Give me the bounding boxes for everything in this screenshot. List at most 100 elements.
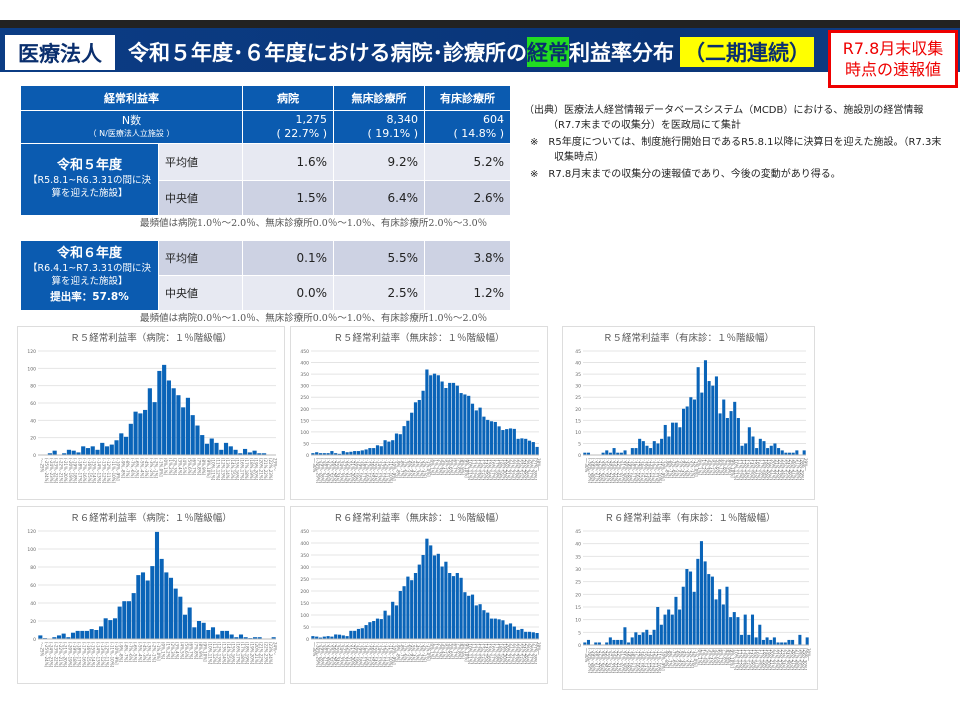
x-tick-label: (19%,20%] xyxy=(766,648,771,671)
x-tick-label: (8%,9%] xyxy=(201,458,206,476)
x-tick-label: (17%,18%] xyxy=(494,642,499,665)
x-tick-label: (-18%,-17%] xyxy=(77,642,82,668)
bar xyxy=(187,607,192,639)
x-tick-label: (-13%,-12%] xyxy=(380,642,385,668)
note-flash: ※ R7.8月末までの収集分の速報値であり、今後の変動があり得る。 xyxy=(530,169,841,180)
x-tick-label: (24%,25%] xyxy=(785,458,790,481)
x-tick-label: (6%,7%] xyxy=(192,458,197,476)
bar xyxy=(729,617,733,645)
bar xyxy=(531,442,535,455)
bar xyxy=(455,573,459,639)
x-tick-label: (28%,29%] xyxy=(800,458,805,481)
x-tick-label: (14%,15%] xyxy=(483,458,488,481)
chart-r5-hospital: Ｒ５経常利益率（病院：１％階級幅） 0 20 40 60 80 100 120 ～-25% (-2… xyxy=(17,326,285,500)
bar xyxy=(176,395,181,455)
x-tick-label: 28%～ xyxy=(536,642,541,655)
bar xyxy=(685,569,689,645)
x-tick-label: (28%,29%] xyxy=(799,648,804,671)
col-header-hospital: 病院 xyxy=(242,85,334,111)
x-tick-label: (4%,5%] xyxy=(179,642,184,660)
x-tick-label: (-27%,-26%] xyxy=(327,458,332,484)
bar xyxy=(478,407,482,455)
bar xyxy=(612,448,616,455)
bar xyxy=(470,403,475,455)
bar xyxy=(138,413,143,455)
bar xyxy=(353,451,357,455)
x-tick-label: (16%,17%] xyxy=(235,642,240,665)
bar xyxy=(80,630,85,639)
r6-med-hospital: 0.0% xyxy=(242,275,334,311)
x-tick-label: (0%,1%] xyxy=(430,642,435,660)
y-tick-label: 100 xyxy=(300,613,309,619)
x-tick-label: (25%,26%] xyxy=(789,458,794,481)
bar xyxy=(597,642,601,645)
x-tick-label: (-30%,-29%] xyxy=(316,458,321,484)
bar xyxy=(47,453,52,455)
bar xyxy=(181,407,186,455)
x-tick-label: (-23%,-22%] xyxy=(342,458,347,484)
x-tick-label: (4%,5%] xyxy=(711,648,716,666)
x-tick-label: (-14%,-13%] xyxy=(377,642,382,668)
bar xyxy=(81,446,86,455)
bar xyxy=(663,614,667,645)
bar xyxy=(645,629,649,645)
bar xyxy=(425,538,429,639)
x-tick-label: (-26%,-25%] xyxy=(331,458,336,484)
bar xyxy=(238,634,244,639)
bar xyxy=(689,571,693,645)
r5-title: 令和５年度 xyxy=(56,158,122,173)
y-tick-label: 80 xyxy=(30,384,36,390)
x-tick-label: (16%,17%] xyxy=(756,458,761,481)
y-tick-label: 35 xyxy=(575,554,581,560)
y-tick-label: 400 xyxy=(300,541,309,547)
bar xyxy=(780,642,784,645)
x-tick-label: (14%,15%] xyxy=(230,458,235,481)
chart-r6-hospital: Ｒ６経常利益率（病院：１％階級幅） 0 20 40 60 80 100 120 ～-25% (-2… xyxy=(17,506,285,684)
bar xyxy=(271,637,276,639)
y-tick-label: 0 xyxy=(578,643,581,649)
bar xyxy=(89,629,94,639)
x-tick-label: (-4%,-3%] xyxy=(415,458,420,478)
bar xyxy=(417,399,421,455)
bar xyxy=(750,614,755,645)
x-tick-label: (-15%,-14%] xyxy=(642,458,647,484)
x-tick-label: (12%,13%] xyxy=(217,642,222,665)
bar xyxy=(95,449,100,455)
bar xyxy=(341,451,345,455)
x-tick-label: (-3%,-2%] xyxy=(686,648,691,668)
x-tick-label: (-1%,0%] xyxy=(693,648,698,667)
x-tick-label: (9%,10%] xyxy=(203,642,208,662)
x-tick-label: (-16%,-15%] xyxy=(369,642,374,668)
x-tick-label: (-1%,0%] xyxy=(426,642,431,661)
bar xyxy=(743,614,747,645)
flash-line-1: R7.8月末収集 xyxy=(842,39,944,58)
bar xyxy=(257,637,262,639)
flash-report-badge: R7.8月末収集 時点の速報値 xyxy=(828,30,958,88)
x-tick-label: (-24%,-23%] xyxy=(49,458,54,484)
bar xyxy=(711,385,715,455)
bar xyxy=(652,441,656,455)
x-tick-label: (-17%,-16%] xyxy=(365,642,370,668)
bar xyxy=(755,448,759,455)
bar xyxy=(486,419,490,455)
x-tick-label: (-5%,-4%] xyxy=(679,458,684,478)
x-tick-label: (-2%,-1%] xyxy=(422,458,427,478)
x-tick-label: (-16%,-15%] xyxy=(369,458,374,484)
x-tick-label: (-18%,-17%] xyxy=(361,642,366,668)
bar xyxy=(315,452,319,455)
y-tick-label: 15 xyxy=(575,418,581,424)
x-tick-label: (-25%,-24%] xyxy=(44,458,49,484)
bar xyxy=(630,448,634,455)
bar xyxy=(594,642,598,645)
x-tick-label: (-17%,-16%] xyxy=(365,458,370,484)
x-tick-label: (3%,4%] xyxy=(708,648,713,666)
bar xyxy=(318,637,323,639)
bar xyxy=(516,438,520,455)
bar xyxy=(674,422,678,455)
title-post: 利益率分布 xyxy=(569,41,674,65)
x-tick-label: (-29%,-28%] xyxy=(591,648,596,674)
r6-avg-label: 平均値 xyxy=(158,240,243,276)
x-tick-label: (2%,3%] xyxy=(173,458,178,476)
x-tick-label: (-20%,-19%] xyxy=(624,458,629,484)
x-tick-label: (-23%,-22%] xyxy=(613,458,618,484)
